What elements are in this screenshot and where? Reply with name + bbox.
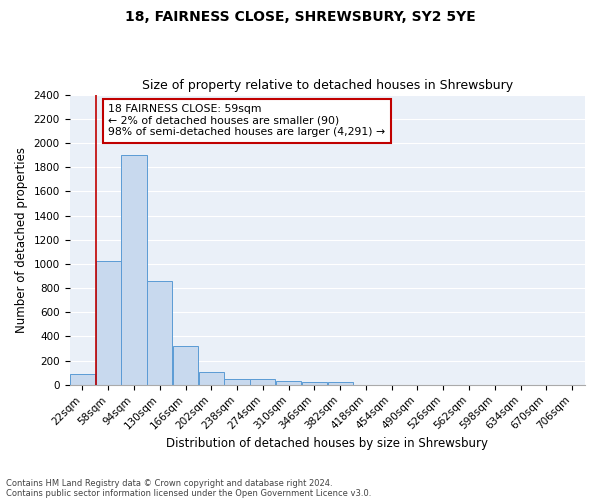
Bar xyxy=(121,155,146,385)
Bar xyxy=(147,281,172,385)
Bar xyxy=(328,382,353,385)
Bar xyxy=(95,262,121,385)
Bar xyxy=(250,379,275,385)
Text: 18, FAIRNESS CLOSE, SHREWSBURY, SY2 5YE: 18, FAIRNESS CLOSE, SHREWSBURY, SY2 5YE xyxy=(125,10,475,24)
Y-axis label: Number of detached properties: Number of detached properties xyxy=(15,146,28,332)
Text: 18 FAIRNESS CLOSE: 59sqm
← 2% of detached houses are smaller (90)
98% of semi-de: 18 FAIRNESS CLOSE: 59sqm ← 2% of detache… xyxy=(108,104,385,138)
Bar xyxy=(173,346,198,385)
Text: Contains HM Land Registry data © Crown copyright and database right 2024.: Contains HM Land Registry data © Crown c… xyxy=(6,478,332,488)
Bar xyxy=(302,382,327,385)
Bar xyxy=(276,381,301,385)
X-axis label: Distribution of detached houses by size in Shrewsbury: Distribution of detached houses by size … xyxy=(166,437,488,450)
Bar xyxy=(224,379,250,385)
Bar xyxy=(70,374,95,385)
Bar xyxy=(199,372,224,385)
Title: Size of property relative to detached houses in Shrewsbury: Size of property relative to detached ho… xyxy=(142,79,513,92)
Text: Contains public sector information licensed under the Open Government Licence v3: Contains public sector information licen… xyxy=(6,488,371,498)
